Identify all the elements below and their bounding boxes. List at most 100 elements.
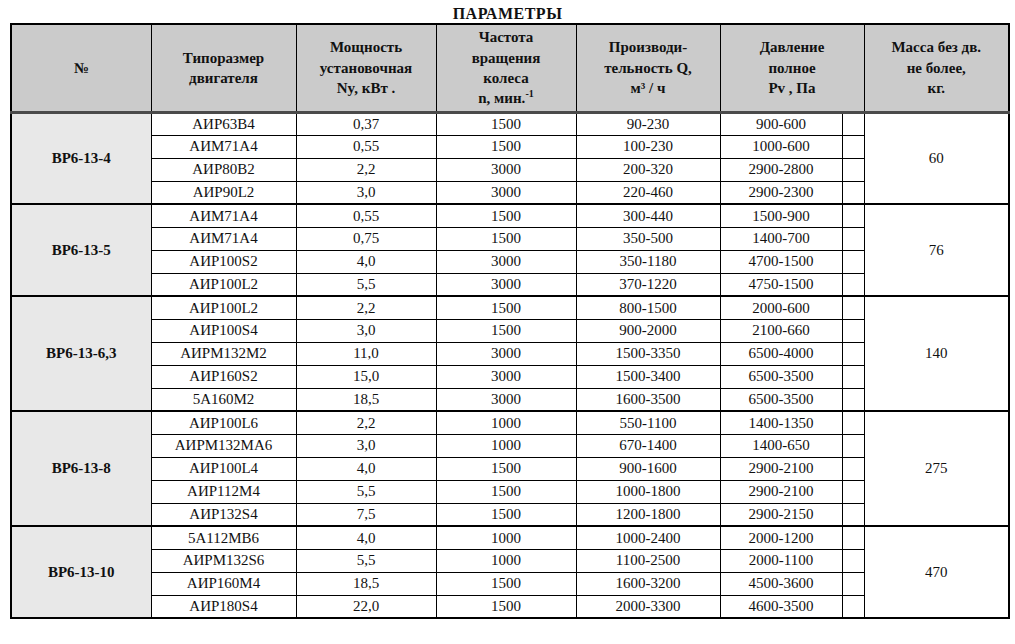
power-cell: 15,0 bbox=[296, 365, 436, 388]
power-cell: 4,0 bbox=[296, 526, 436, 549]
mass-cell: 76 bbox=[864, 204, 1009, 296]
spacer-cell bbox=[842, 227, 864, 250]
spacer-cell bbox=[842, 549, 864, 572]
power-cell: 0,55 bbox=[296, 204, 436, 227]
speed-unit-superscript: -1 bbox=[525, 88, 533, 99]
power-cell: 18,5 bbox=[296, 388, 436, 411]
power-cell: 2,2 bbox=[296, 158, 436, 181]
power-cell: 5,5 bbox=[296, 549, 436, 572]
capacity-cell: 1200-1800 bbox=[576, 503, 720, 526]
spacer-cell bbox=[842, 365, 864, 388]
spacer-cell bbox=[842, 135, 864, 158]
spacer-cell bbox=[842, 595, 864, 618]
header-row: № Типоразмер двигателя Мощность установо… bbox=[11, 24, 1009, 112]
motor-cell: 5А160М2 bbox=[151, 388, 296, 411]
pressure-cell: 2000-1100 bbox=[720, 549, 842, 572]
motor-cell: АИР112М4 bbox=[151, 480, 296, 503]
speed-cell: 1500 bbox=[436, 319, 576, 342]
motor-cell: АИМ71А4 bbox=[151, 204, 296, 227]
motor-cell: 5А112МВ6 bbox=[151, 526, 296, 549]
table-row: АИРМ132МА63,01000670-14001400-650 bbox=[11, 434, 1009, 457]
pressure-cell: 1500-900 bbox=[720, 204, 842, 227]
pressure-cell: 2900-2800 bbox=[720, 158, 842, 181]
power-cell: 4,0 bbox=[296, 457, 436, 480]
mass-cell: 470 bbox=[864, 526, 1009, 618]
motor-cell: АИРМ132S6 bbox=[151, 549, 296, 572]
pressure-cell: 2000-600 bbox=[720, 296, 842, 319]
speed-cell: 1500 bbox=[436, 503, 576, 526]
power-cell: 7,5 bbox=[296, 503, 436, 526]
power-cell: 0,75 bbox=[296, 227, 436, 250]
pressure-cell: 4750-1500 bbox=[720, 273, 842, 296]
spacer-cell bbox=[842, 273, 864, 296]
power-cell: 2,2 bbox=[296, 296, 436, 319]
power-cell: 5,5 bbox=[296, 480, 436, 503]
speed-cell: 1000 bbox=[436, 526, 576, 549]
speed-cell: 1500 bbox=[436, 296, 576, 319]
header-num-label: № bbox=[14, 58, 149, 78]
capacity-cell: 300-440 bbox=[576, 204, 720, 227]
capacity-cell: 90-230 bbox=[576, 112, 720, 135]
pressure-cell: 2000-1200 bbox=[720, 526, 842, 549]
capacity-cell: 800-1500 bbox=[576, 296, 720, 319]
motor-cell: АИР180S4 bbox=[151, 595, 296, 618]
capacity-cell: 1500-3400 bbox=[576, 365, 720, 388]
parameters-table: № Типоразмер двигателя Мощность установо… bbox=[10, 23, 1010, 619]
pressure-cell: 1400-1350 bbox=[720, 411, 842, 434]
table-row: АИР80В22,23000200-3202900-2800 bbox=[11, 158, 1009, 181]
spacer-cell bbox=[842, 158, 864, 181]
pressure-cell: 2100-660 bbox=[720, 319, 842, 342]
table-row: АИР180S422,015002000-33004600-3500 bbox=[11, 595, 1009, 618]
spacer-cell bbox=[842, 342, 864, 365]
power-cell: 4,0 bbox=[296, 250, 436, 273]
table-row: АИР100L44,01500900-16002900-2100 bbox=[11, 457, 1009, 480]
capacity-cell: 200-320 bbox=[576, 158, 720, 181]
mass-cell: 60 bbox=[864, 112, 1009, 204]
motor-cell: АИРМ132МА6 bbox=[151, 434, 296, 457]
column-header-capacity: Производи- тельность Q, м³ / ч bbox=[576, 24, 720, 112]
pressure-cell: 4600-3500 bbox=[720, 595, 842, 618]
pressure-cell: 6500-4000 bbox=[720, 342, 842, 365]
group-label: ВР6-13-4 bbox=[11, 112, 151, 204]
spacer-cell bbox=[842, 388, 864, 411]
power-cell: 3,0 bbox=[296, 181, 436, 204]
table-row: АИР100S24,03000350-11804700-1500 bbox=[11, 250, 1009, 273]
capacity-cell: 900-1600 bbox=[576, 457, 720, 480]
motor-cell: АИР100S4 bbox=[151, 319, 296, 342]
table-row: ВР6-13-8АИР100L62,21000550-11001400-1350… bbox=[11, 411, 1009, 434]
motor-cell: АИР160М4 bbox=[151, 572, 296, 595]
spacer-cell bbox=[842, 204, 864, 227]
power-cell: 3,0 bbox=[296, 319, 436, 342]
spacer-cell bbox=[842, 319, 864, 342]
table-row: АИР90L23,03000220-4602900-2300 bbox=[11, 181, 1009, 204]
capacity-cell: 1500-3350 bbox=[576, 342, 720, 365]
speed-cell: 1500 bbox=[436, 572, 576, 595]
capacity-cell: 670-1400 bbox=[576, 434, 720, 457]
speed-cell: 1500 bbox=[436, 204, 576, 227]
motor-cell: АИР63В4 bbox=[151, 112, 296, 135]
capacity-cell: 1000-1800 bbox=[576, 480, 720, 503]
pressure-cell: 1000-600 bbox=[720, 135, 842, 158]
motor-cell: АИР80В2 bbox=[151, 158, 296, 181]
group-label: ВР6-13-5 bbox=[11, 204, 151, 296]
column-header-pressure: Давление полное Pv , Па bbox=[720, 24, 864, 112]
power-cell: 5,5 bbox=[296, 273, 436, 296]
table-body: ВР6-13-4АИР63В40,37150090-230900-60060АИ… bbox=[11, 112, 1009, 618]
table-row: АИР112М45,515001000-18002900-2100 bbox=[11, 480, 1009, 503]
speed-cell: 3000 bbox=[436, 181, 576, 204]
capacity-cell: 370-1220 bbox=[576, 273, 720, 296]
motor-cell: АИР100L4 bbox=[151, 457, 296, 480]
spacer-cell bbox=[842, 250, 864, 273]
table-row: АИР100S43,01500900-20002100-660 bbox=[11, 319, 1009, 342]
speed-cell: 1500 bbox=[436, 457, 576, 480]
speed-cell: 3000 bbox=[436, 273, 576, 296]
capacity-cell: 350-1180 bbox=[576, 250, 720, 273]
capacity-cell: 220-460 bbox=[576, 181, 720, 204]
speed-cell: 1500 bbox=[436, 112, 576, 135]
pressure-cell: 900-600 bbox=[720, 112, 842, 135]
pressure-cell: 2900-2300 bbox=[720, 181, 842, 204]
speed-cell: 1500 bbox=[436, 135, 576, 158]
speed-cell: 3000 bbox=[436, 250, 576, 273]
capacity-cell: 1600-3500 bbox=[576, 388, 720, 411]
speed-cell: 1000 bbox=[436, 549, 576, 572]
